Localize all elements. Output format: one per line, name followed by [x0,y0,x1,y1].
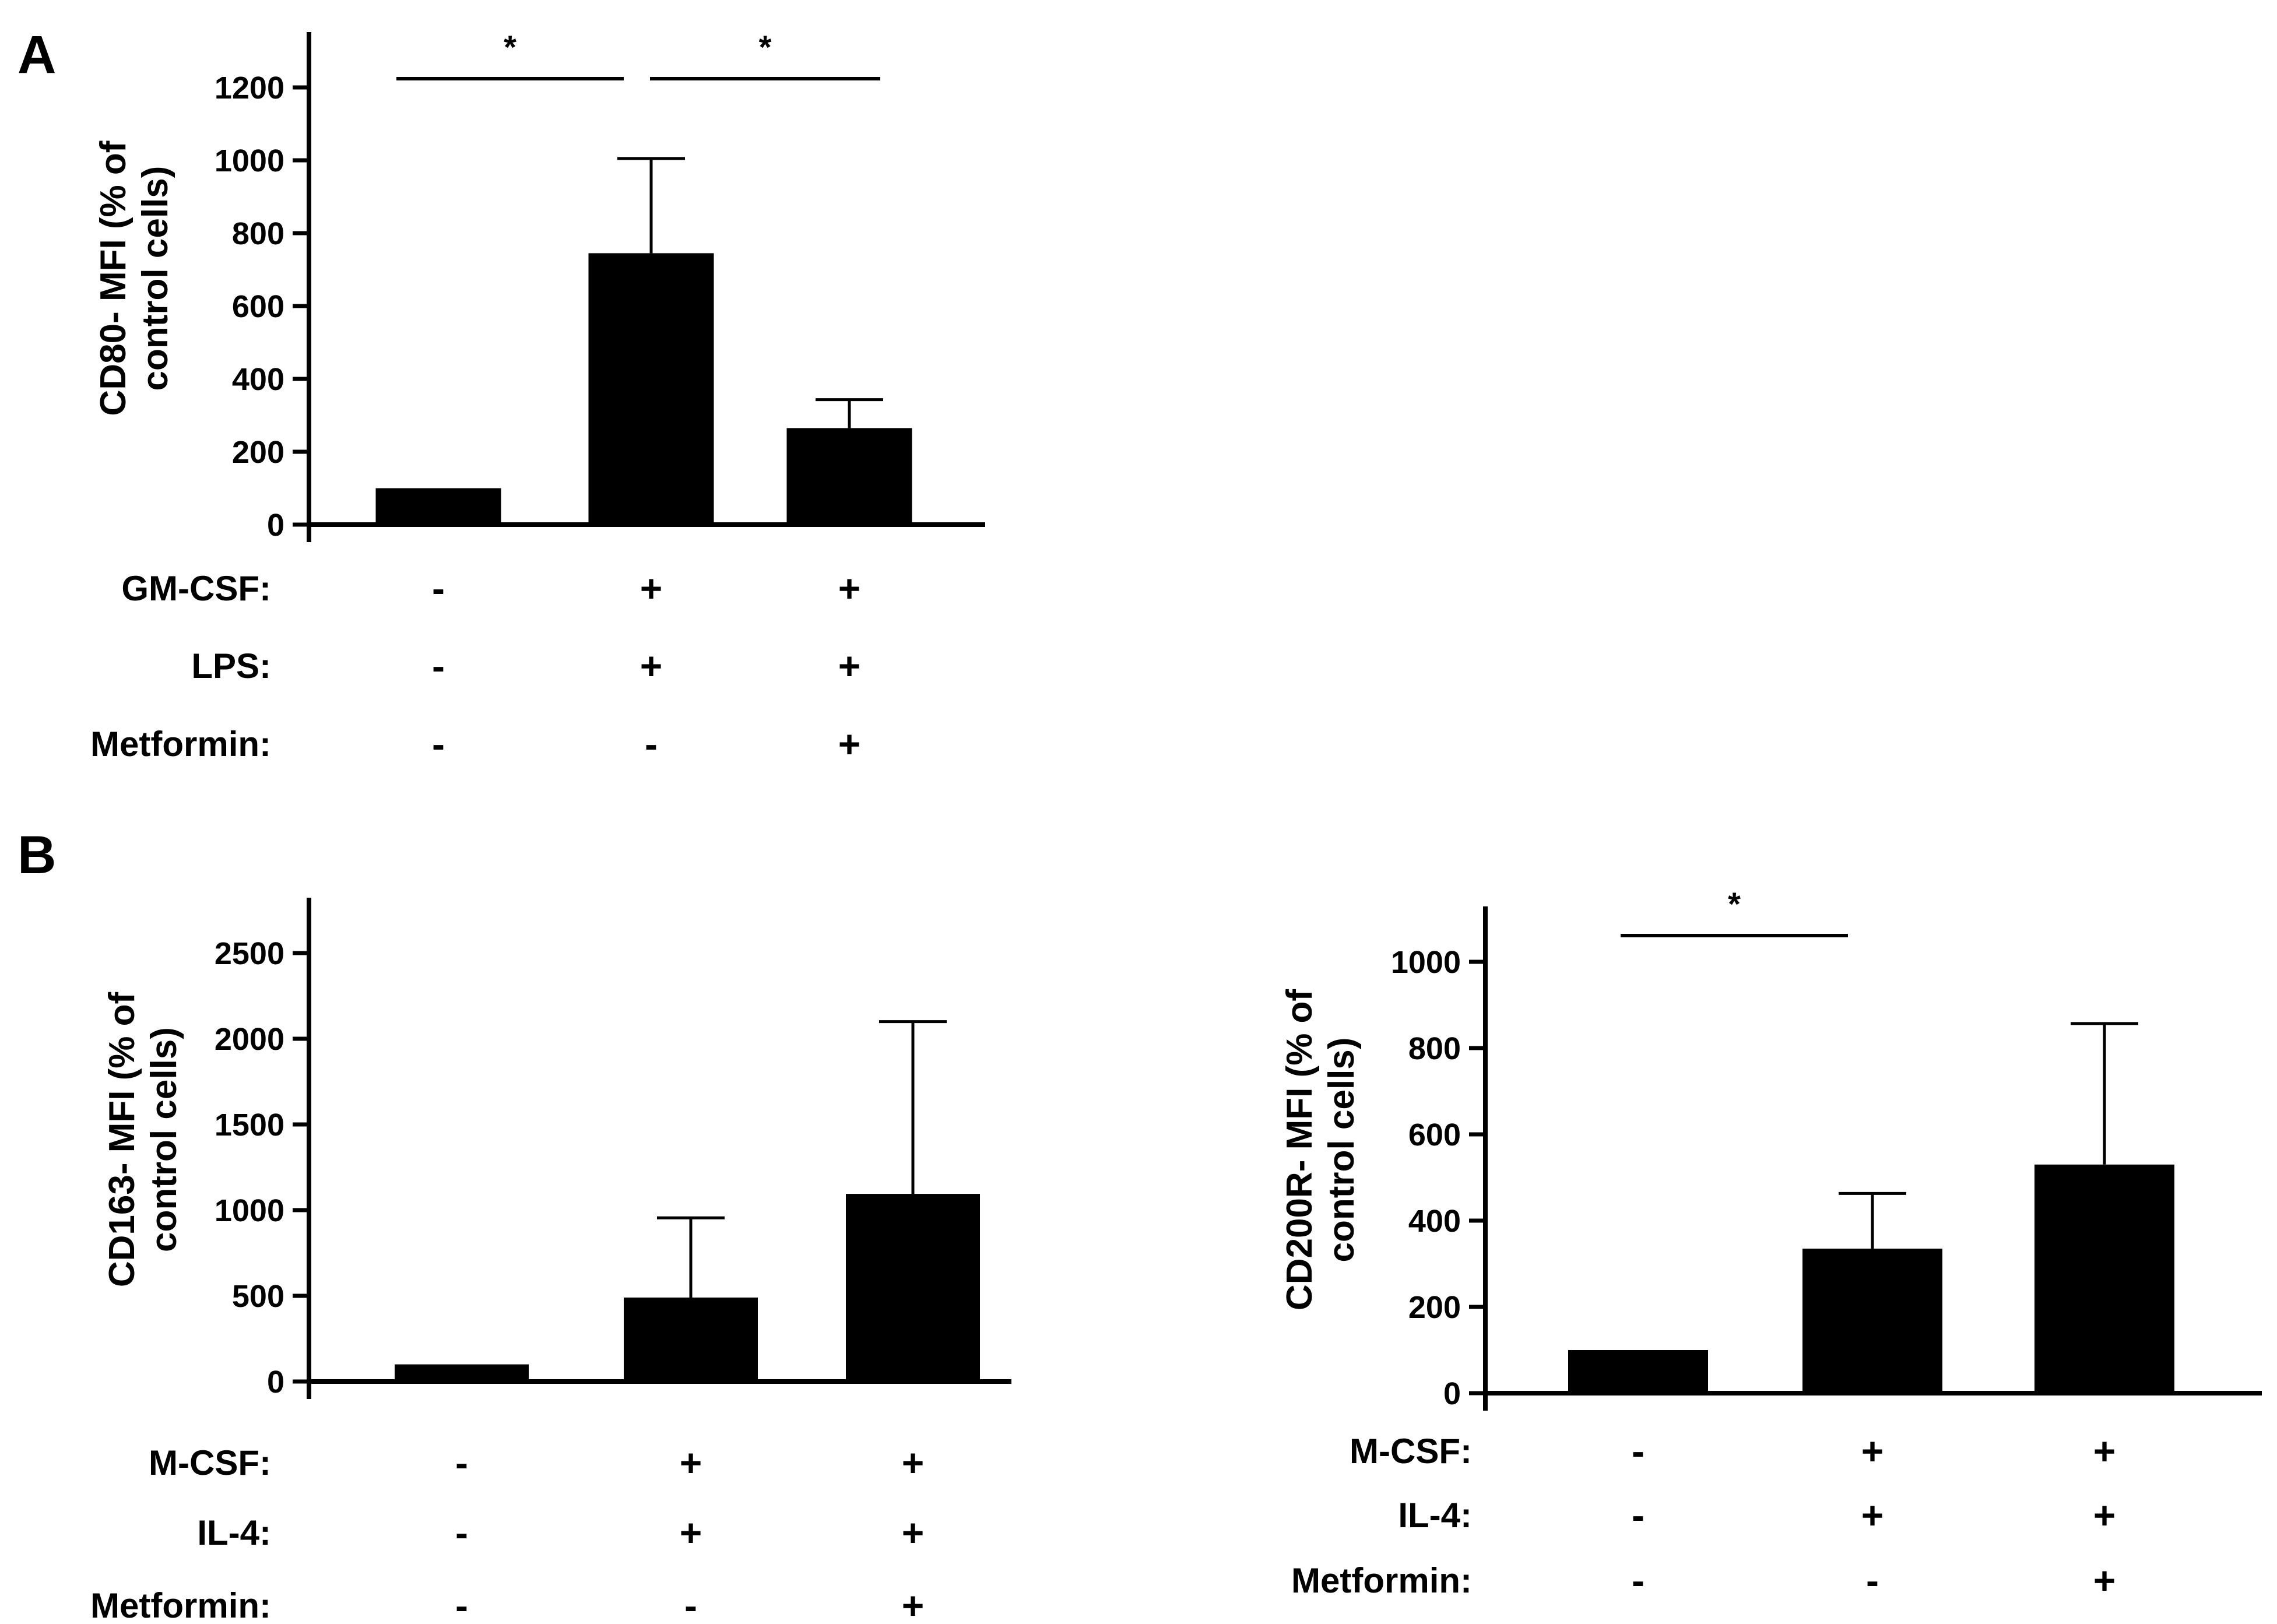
condition-label: Metformin: [1291,1561,1472,1600]
condition-sign: + [680,1511,702,1554]
condition-label: LPS: [191,646,271,686]
y-axis-label: CD163- MFI (% ofcontrol cells) [102,992,184,1287]
condition-sign: - [432,567,445,610]
y-tick-label: 2000 [215,1022,284,1057]
condition-label: Metformin: [90,725,271,764]
y-tick-label: 800 [232,216,284,251]
condition-label: M-CSF: [149,1443,271,1482]
panel-letter-a: A [17,25,56,85]
y-tick-label: 200 [232,435,284,470]
y-tick-label: 600 [232,289,284,324]
y-axis-label-line: control cells) [144,1027,184,1252]
y-tick-label: 0 [267,1365,284,1400]
significance-star: * [759,29,772,65]
condition-sign: + [680,1441,702,1484]
y-tick-label: 1000 [1391,945,1461,980]
y-tick-label: 400 [1408,1204,1461,1239]
condition-sign: + [2093,1493,2116,1537]
condition-sign: + [838,722,861,765]
y-tick-label: 1000 [215,1193,284,1228]
condition-label: IL-4: [197,1513,271,1552]
condition-sign: - [432,722,445,765]
condition-sign: - [1632,1559,1644,1602]
bar [1802,1249,1942,1393]
y-tick-label: 1500 [215,1108,284,1143]
condition-sign: - [1632,1429,1644,1472]
condition-sign: - [645,722,658,765]
condition-sign: - [455,1511,468,1554]
y-axis-label-line: CD163- MFI (% of [102,992,142,1287]
bar [395,1364,529,1382]
y-axis-label: CD80- MFI (% ofcontrol cells) [93,140,175,416]
chart-c: 0 200 400 600 800 1000 CD200R- MFI (% ofcontro… [1280,885,2262,1602]
condition-sign: + [902,1511,925,1554]
condition-label: M-CSF: [1350,1432,1472,1471]
y-tick-label: 2500 [215,936,284,971]
chart-a: 0 200 400 600 800 1000 1200 CD80- MFI (% ofcont… [90,29,985,765]
bar [588,253,714,525]
condition-sign: + [640,644,663,687]
condition-sign: + [838,644,861,687]
y-tick-label: 1200 [215,71,284,106]
y-tick-label: 500 [232,1279,284,1314]
y-tick-label: 1000 [215,143,284,178]
panel-letter-b: B [17,825,56,885]
y-axis-label-line: CD80- MFI (% of [93,140,133,416]
condition-sign: - [432,644,445,687]
bar [375,488,501,525]
condition-sign: + [640,567,663,610]
y-axis-label-line: CD200R- MFI (% of [1280,989,1320,1310]
significance-star: * [504,29,516,65]
condition-sign: - [455,1441,468,1484]
condition-label: IL-4: [1398,1496,1472,1535]
condition-sign: + [1861,1493,1884,1537]
bar [786,428,912,525]
y-tick-label: 200 [1408,1290,1461,1325]
condition-sign: - [455,1584,468,1624]
bar [624,1297,758,1382]
condition-label: GM-CSF: [121,569,271,608]
y-tick-label: 600 [1408,1117,1461,1152]
bar [1568,1350,1708,1393]
y-tick-label: 800 [1408,1031,1461,1066]
condition-sign: + [2093,1559,2116,1602]
bar [846,1194,980,1382]
y-tick-label: 400 [232,362,284,397]
y-axis-label-line: control cells) [135,166,175,391]
chart-b: 0 500 1000 1500 2000 2500 CD163- MFI (% ofcont… [90,898,1011,1624]
significance-star: * [1728,885,1741,922]
y-axis-label: CD200R- MFI (% ofcontrol cells) [1280,989,1362,1310]
y-axis-label-line: control cells) [1322,1038,1362,1263]
condition-sign: + [1861,1429,1884,1472]
condition-sign: + [2093,1429,2116,1472]
condition-label: Metformin: [90,1586,271,1624]
condition-sign: + [902,1441,925,1484]
condition-sign: - [1866,1559,1879,1602]
bar [2034,1164,2174,1393]
y-tick-label: 0 [1443,1376,1461,1411]
y-tick-label: 0 [267,508,284,543]
condition-sign: + [902,1584,925,1624]
condition-sign: - [684,1584,697,1624]
condition-sign: + [838,567,861,610]
condition-sign: - [1632,1493,1644,1537]
